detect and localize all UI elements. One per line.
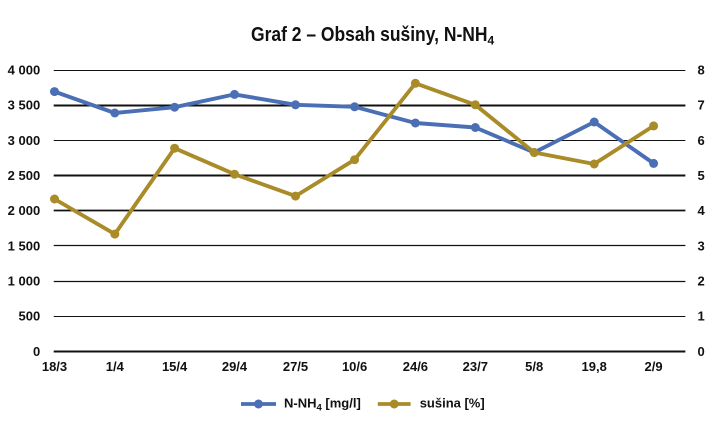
svg-text:5: 5: [698, 168, 705, 183]
svg-text:0: 0: [698, 344, 705, 359]
svg-text:19,8: 19,8: [582, 359, 607, 374]
svg-text:2 000: 2 000: [8, 203, 41, 218]
svg-text:Graf 2 – Obsah sušiny, N-NH4: Graf 2 – Obsah sušiny, N-NH4: [251, 24, 495, 48]
svg-text:2/9: 2/9: [645, 359, 663, 374]
svg-text:8: 8: [698, 62, 705, 77]
svg-text:4 000: 4 000: [8, 62, 41, 77]
svg-text:18/3: 18/3: [42, 359, 67, 374]
svg-text:N-NH4 [mg/l]: N-NH4 [mg/l]: [284, 395, 361, 413]
svg-text:1: 1: [698, 309, 705, 324]
svg-text:3 000: 3 000: [8, 133, 41, 148]
svg-text:23/7: 23/7: [463, 359, 488, 374]
svg-text:27/5: 27/5: [283, 359, 308, 374]
svg-text:1 000: 1 000: [8, 274, 41, 289]
svg-text:1/4: 1/4: [106, 359, 125, 374]
svg-text:7: 7: [698, 98, 705, 113]
svg-text:500: 500: [18, 309, 40, 324]
svg-text:15/4: 15/4: [162, 359, 188, 374]
svg-text:2: 2: [698, 274, 705, 289]
svg-text:24/6: 24/6: [403, 359, 428, 374]
svg-text:4: 4: [698, 203, 706, 218]
svg-text:10/6: 10/6: [342, 359, 367, 374]
svg-text:29/4: 29/4: [222, 359, 248, 374]
svg-text:0: 0: [33, 344, 40, 359]
svg-text:1 500: 1 500: [8, 238, 41, 253]
svg-text:6: 6: [698, 133, 705, 148]
svg-text:3 500: 3 500: [8, 98, 41, 113]
svg-text:sušina [%]: sušina [%]: [420, 395, 485, 410]
svg-text:5/8: 5/8: [525, 359, 543, 374]
svg-text:2 500: 2 500: [8, 168, 41, 183]
svg-text:3: 3: [698, 238, 705, 253]
